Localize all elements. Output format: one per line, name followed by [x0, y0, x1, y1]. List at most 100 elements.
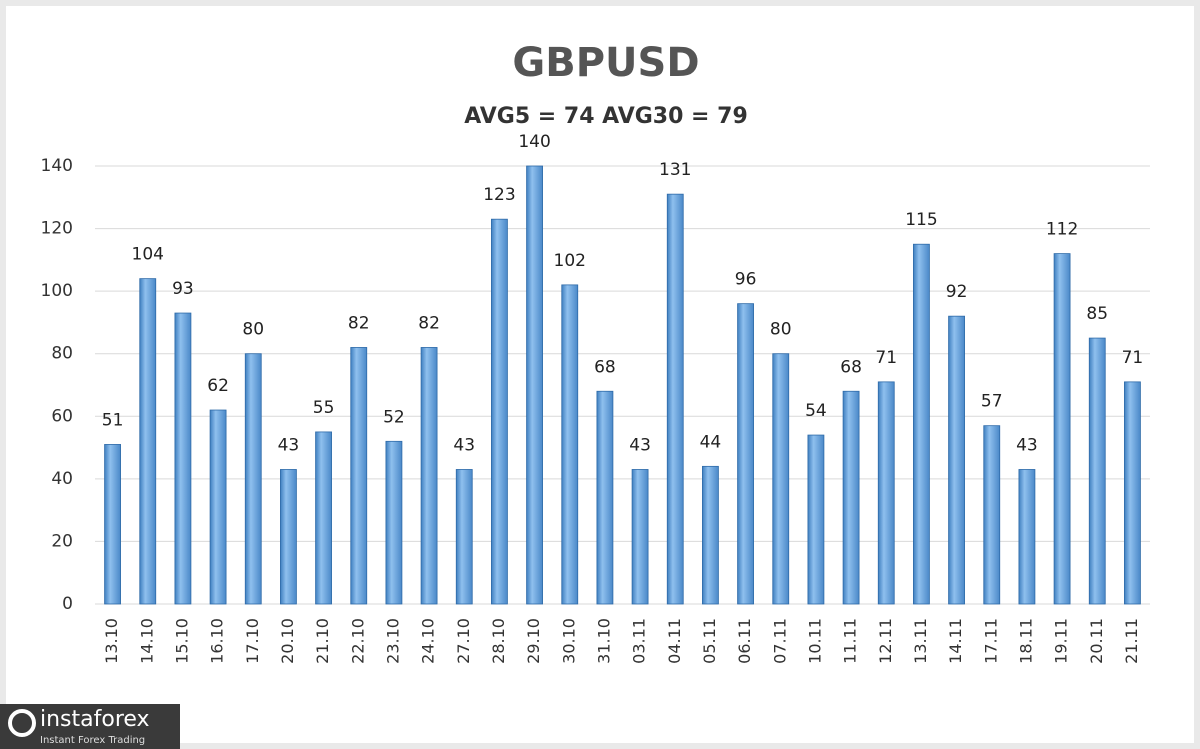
logo: instaforex Instant Forex Trading	[0, 704, 180, 749]
data-label: 82	[348, 313, 370, 333]
data-label: 71	[1122, 348, 1144, 368]
data-label: 43	[1016, 435, 1038, 455]
x-tick-label: 27.10	[454, 618, 473, 664]
data-label: 123	[483, 185, 515, 205]
bar	[877, 381, 895, 605]
data-label: 43	[629, 435, 651, 455]
data-label: 80	[770, 320, 792, 340]
bar	[385, 440, 403, 605]
bar	[1124, 381, 1141, 605]
x-tick-label: 30.10	[559, 618, 578, 664]
x-tick-label: 17.10	[243, 618, 262, 664]
bar	[244, 353, 262, 605]
y-tick-label: 60	[51, 406, 73, 426]
data-label: 115	[905, 210, 937, 230]
data-label: 80	[242, 320, 264, 340]
data-label: 55	[313, 398, 335, 418]
x-tick-label: 18.11	[1016, 618, 1035, 664]
y-tick-label: 140	[41, 156, 73, 176]
bar	[420, 347, 438, 605]
y-tick-label: 80	[51, 344, 73, 364]
bar	[842, 390, 860, 605]
x-tick-label: 13.10	[102, 618, 121, 664]
x-tick-label: 16.10	[208, 618, 227, 664]
x-tick-label: 05.11	[700, 618, 719, 664]
data-label: 93	[172, 279, 194, 299]
bar	[526, 165, 543, 605]
y-tick-label: 40	[51, 469, 73, 489]
bar	[737, 303, 754, 605]
x-tick-label: 04.11	[665, 618, 684, 664]
x-tick-label: 17.11	[981, 618, 1000, 664]
data-label: 43	[453, 435, 475, 455]
x-tick-label: 12.11	[876, 618, 895, 664]
bar	[1088, 337, 1106, 605]
chart-title: GBPUSD	[512, 40, 699, 86]
data-label: 71	[875, 348, 897, 368]
data-label: 44	[700, 432, 722, 452]
data-label: 54	[805, 401, 827, 421]
data-label: 62	[207, 376, 229, 396]
x-tick-label: 20.11	[1087, 618, 1106, 664]
bar	[631, 469, 649, 605]
data-label: 51	[102, 410, 124, 430]
x-tick-label: 29.10	[524, 618, 543, 664]
y-tick-label: 120	[41, 219, 73, 239]
bar	[280, 469, 297, 605]
bar	[174, 312, 192, 605]
data-label: 131	[659, 160, 691, 180]
x-tick-label: 14.10	[137, 618, 156, 664]
data-label: 68	[594, 357, 616, 377]
bar	[913, 243, 930, 605]
x-tick-label: 13.11	[911, 618, 930, 664]
logo-name: instaforex	[40, 707, 150, 732]
x-tick-label: 11.11	[841, 618, 860, 664]
x-tick-label: 24.10	[419, 618, 438, 664]
bar	[455, 469, 473, 605]
data-label: 68	[840, 357, 862, 377]
x-tick-label: 22.10	[348, 618, 367, 664]
x-tick-label: 19.11	[1052, 618, 1071, 664]
x-tick-label: 15.10	[172, 618, 191, 664]
data-label: 52	[383, 407, 405, 427]
x-tick-label: 21.11	[1122, 618, 1141, 664]
bar	[702, 465, 719, 605]
x-tick-label: 31.10	[594, 618, 613, 664]
x-tick-label: 23.10	[383, 618, 402, 664]
data-label: 92	[946, 282, 968, 302]
data-label: 82	[418, 313, 440, 333]
data-label: 104	[132, 245, 164, 265]
bar	[491, 218, 508, 605]
data-label: 43	[278, 435, 300, 455]
data-label: 57	[981, 392, 1003, 412]
bar	[807, 434, 825, 605]
bar	[139, 278, 157, 605]
bar	[983, 425, 1001, 605]
x-tick-label: 03.11	[630, 618, 649, 664]
y-tick-label: 0	[62, 594, 73, 614]
x-tick-label: 10.11	[805, 618, 824, 664]
x-tick-label: 07.11	[770, 618, 789, 664]
bar	[315, 431, 332, 605]
bar	[666, 193, 684, 605]
chart-area	[6, 6, 1194, 743]
bar	[561, 284, 579, 605]
data-label: 85	[1086, 304, 1108, 324]
chart-subtitle: AVG5 = 74 AVG30 = 79	[464, 104, 748, 129]
bar	[596, 390, 614, 605]
data-label: 96	[735, 270, 757, 290]
data-label: 102	[554, 251, 586, 271]
y-tick-label: 20	[51, 531, 73, 551]
x-tick-label: 21.10	[313, 618, 332, 664]
x-tick-label: 20.10	[278, 618, 297, 664]
bar	[772, 353, 790, 605]
bar	[1053, 253, 1071, 605]
logo-tagline: Instant Forex Trading	[40, 735, 145, 746]
x-tick-label: 28.10	[489, 618, 508, 664]
bar	[948, 315, 965, 605]
bar	[350, 347, 368, 605]
bar	[104, 444, 121, 605]
bar	[209, 409, 227, 605]
data-label: 140	[518, 132, 550, 152]
